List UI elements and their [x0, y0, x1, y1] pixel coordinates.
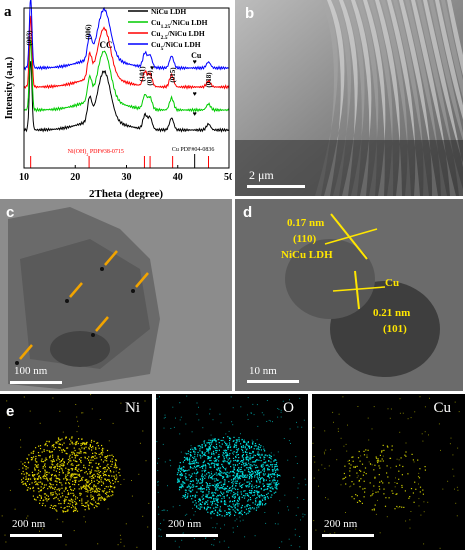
scale-bar-c-label: 100 nm	[14, 365, 48, 377]
legend-entry: NiCu LDH	[151, 7, 186, 16]
xrd-x-axis-label: 2Theta (degree)	[89, 188, 163, 200]
eds-ni-label: Ni	[125, 400, 140, 416]
xrd-peak-label: (018)	[205, 72, 213, 88]
xrd-x-tick-label: 30	[122, 172, 132, 183]
cu-peak-marker: ♥	[193, 90, 197, 98]
scale-bar-b	[247, 185, 305, 188]
xrd-x-tick-label: 10	[19, 172, 29, 183]
particle-arrow	[104, 250, 118, 266]
tem-texture	[0, 199, 232, 391]
cu-peak-marker: ♥	[150, 64, 154, 72]
panel-e-label: e	[6, 403, 15, 420]
panel-a-xrd: Ni(OH)2 PDF#38-0715 Cu PDF#04-0836 10 20 30…	[0, 0, 232, 203]
xrd-peak-label: CC	[100, 40, 113, 50]
xrd-cu-peak-label: Cu	[191, 51, 202, 60]
scale-bar-e-cu-label: 200 nm	[324, 518, 358, 530]
xrd-y-axis-label: Intensity (a.u.)	[4, 57, 15, 120]
scale-bar-c	[10, 381, 62, 384]
lattice-marker-2	[354, 270, 360, 310]
panel-a-label: a	[4, 4, 12, 20]
particle-arrow	[19, 344, 33, 360]
legend-entry: Cu1.25/NiCu LDH	[151, 18, 208, 30]
xrd-series-line	[23, 15, 230, 90]
cu-ref-label: Cu PDF#04-0836	[172, 147, 215, 153]
panel-e-eds-o: O 200 nm	[156, 394, 308, 550]
xrd-chart: Ni(OH)2 PDF#38-0715 Cu PDF#04-0836 10 20 30…	[4, 0, 232, 200]
legend-entry: Cu2.5/NiCu LDH	[151, 29, 205, 41]
xrd-peak-label: (012)	[146, 70, 154, 86]
cu-peak-marker: ♥	[193, 110, 197, 118]
panel-b-sem-image: b 2 μm	[235, 0, 463, 196]
sem-texture	[235, 0, 463, 196]
scale-bar-b-label: 2 μm	[249, 168, 274, 182]
xrd-peak-label: (006)	[85, 24, 93, 40]
panel-d-hrtem-image: d 0.17 nm (110) NiCu LDH Cu 0.21 nm (101…	[235, 199, 463, 391]
particle-arrow	[135, 272, 149, 288]
eds-o-label: O	[283, 400, 294, 416]
hrtem-spacing-1: 0.17 nm	[287, 217, 325, 229]
particle-arrow	[69, 282, 83, 298]
scale-bar-e-o-label: 200 nm	[168, 518, 202, 530]
legend-entry: Cu5/NiCu LDH	[151, 40, 201, 52]
scale-bar-e-o	[166, 534, 218, 537]
xrd-series-line	[23, 61, 230, 133]
panel-b-label: b	[245, 5, 255, 22]
particle-arrow	[95, 316, 109, 332]
hrtem-plane-1: (110)	[293, 233, 317, 245]
hrtem-spacing-2: 0.21 nm	[373, 307, 411, 319]
scale-bar-e-ni	[10, 534, 62, 537]
cu-peak-marker: ♥	[193, 58, 197, 66]
scale-bar-e-ni-label: 200 nm	[12, 518, 46, 530]
xrd-x-tick-label: 20	[70, 172, 80, 183]
xrd-x-tick-label: 50	[224, 172, 232, 183]
xrd-x-tick-label: 40	[173, 172, 183, 183]
hrtem-plane-2: (101)	[383, 323, 407, 335]
panel-c-label: c	[6, 204, 15, 221]
hrtem-phase-1: NiCu LDH	[281, 249, 333, 261]
panel-e-eds-ni: e Ni 200 nm	[0, 394, 152, 550]
scale-bar-d	[247, 380, 299, 383]
hrtem-texture	[235, 199, 463, 391]
xrd-series-line	[23, 39, 230, 113]
xrd-series-line	[23, 0, 229, 71]
scale-bar-e-cu	[322, 534, 374, 537]
panel-c-tem-image: c 100 nm	[0, 199, 232, 391]
hrtem-cu-label: Cu	[385, 277, 400, 289]
panel-e-eds-cu: Cu 200 nm	[312, 394, 465, 550]
scale-bar-d-label: 10 nm	[249, 365, 277, 377]
panel-d-label: d	[243, 204, 253, 221]
ni-ref-label: Ni(OH)2 PDF#38-0715	[68, 148, 124, 157]
xrd-peak-label: (003)	[26, 30, 34, 46]
xrd-peak-label: (101)	[138, 66, 146, 82]
xrd-peak-label: (015)	[169, 67, 177, 83]
eds-cu-label: Cu	[433, 400, 451, 416]
